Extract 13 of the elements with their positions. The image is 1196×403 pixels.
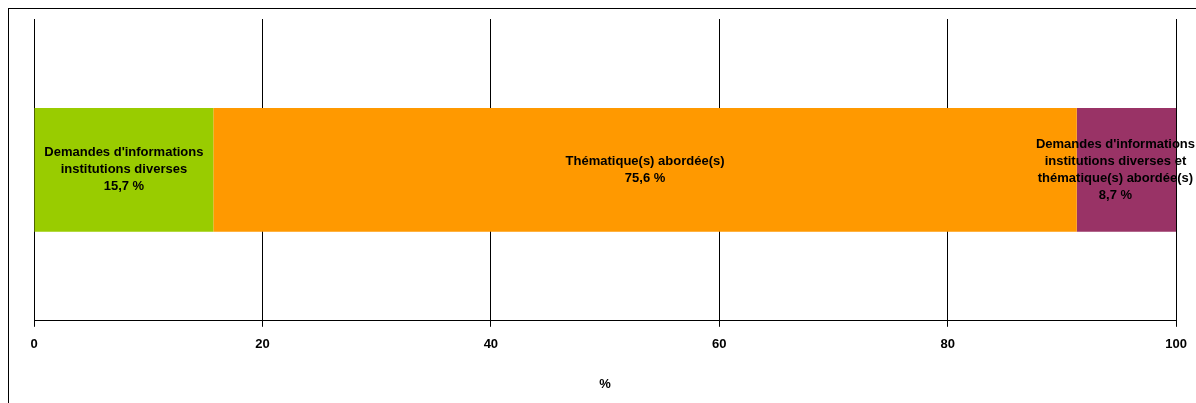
- data-label: 8,7 %: [1098, 186, 1133, 202]
- series-label: Demandes d'informations institutions diverses: [44, 144, 204, 177]
- x-tick-label: 40: [483, 336, 499, 352]
- x-tick-label: 60: [712, 336, 727, 352]
- bar: [34, 108, 214, 232]
- data-label: 75,6 %: [624, 169, 666, 185]
- x-tick-label: 100: [1165, 336, 1188, 352]
- x-tick-label: 80: [940, 336, 955, 352]
- x-tick-label: 20: [255, 336, 270, 352]
- x-tick-label: 0: [30, 336, 38, 352]
- series-label: Thématique(s) abordée(s): [565, 152, 725, 168]
- data-label: 15,7 %: [103, 178, 145, 194]
- x-axis-title: %: [599, 375, 612, 391]
